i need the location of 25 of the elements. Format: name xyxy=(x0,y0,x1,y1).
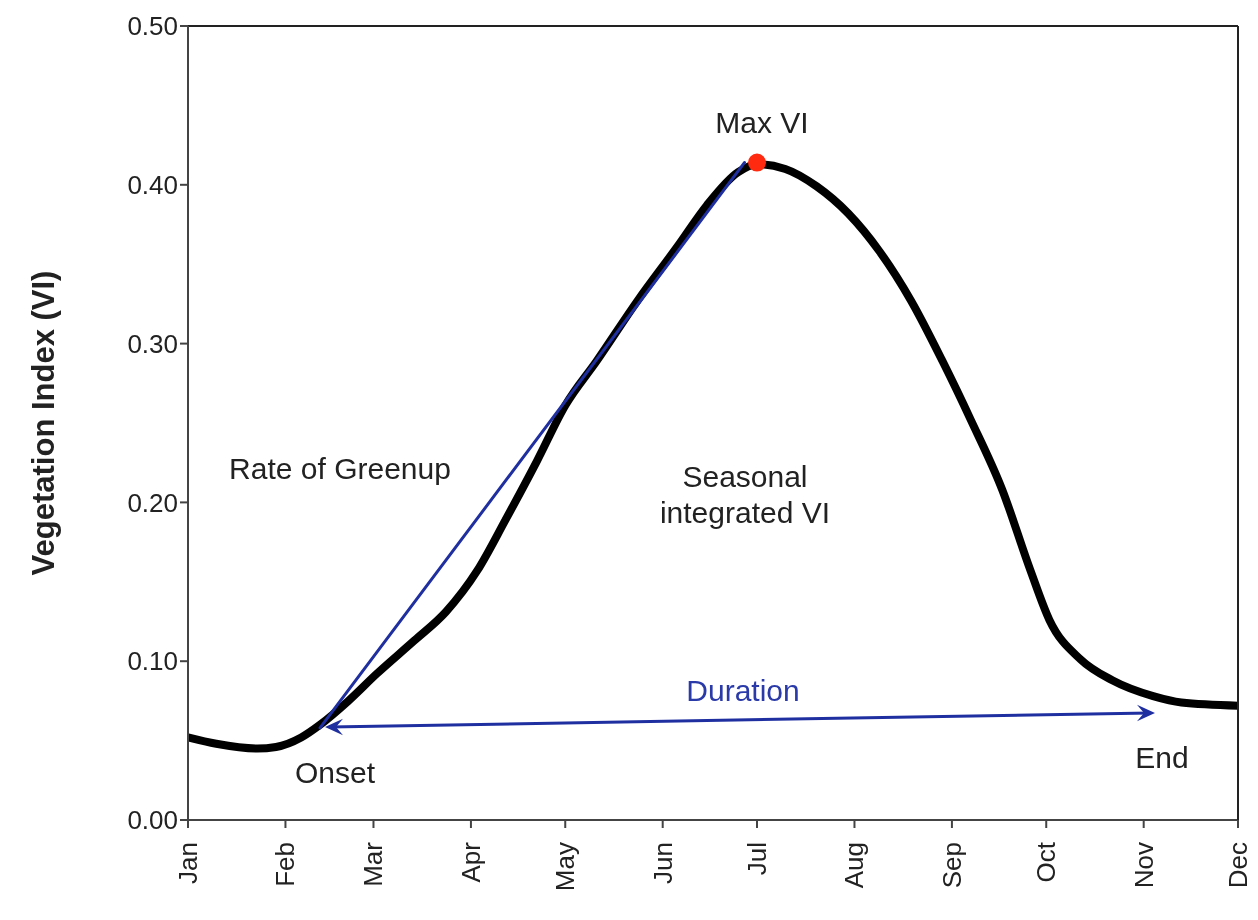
y-tick-label: 0.40 xyxy=(127,170,178,201)
annotation: Onset xyxy=(294,755,376,789)
y-tick-label: 0.10 xyxy=(127,646,178,677)
x-tick-label: Jan xyxy=(173,842,203,884)
x-tick-label: Jun xyxy=(647,842,678,884)
y-tick-label: 0.30 xyxy=(127,328,178,359)
annotation: Seasonal integrated VI xyxy=(659,459,831,529)
x-tick-label: Apr xyxy=(455,841,486,883)
x-tick-label: Jul xyxy=(742,842,773,876)
annotation: End xyxy=(1135,740,1189,774)
y-axis-title: Vegetation Index (VI) xyxy=(26,270,62,576)
y-tick-label: 0.00 xyxy=(127,805,178,836)
x-tick-label: Dec xyxy=(1223,842,1253,889)
x-tick-label: May xyxy=(550,842,581,892)
annotation: Rate of Greenup xyxy=(229,451,451,485)
x-tick-label: Aug xyxy=(839,842,870,889)
x-tick-label: Sep xyxy=(936,842,967,889)
annotation: Duration xyxy=(686,673,800,707)
y-tick-label: 0.20 xyxy=(127,487,178,518)
y-tick-label: 0.50 xyxy=(127,11,178,42)
x-tick-label: Nov xyxy=(1128,842,1159,889)
x-tick-label: Mar xyxy=(358,841,389,887)
annotation: Max VI xyxy=(715,105,809,139)
x-tick-label: Feb xyxy=(270,842,301,887)
x-tick-label: Oct xyxy=(1031,841,1062,883)
